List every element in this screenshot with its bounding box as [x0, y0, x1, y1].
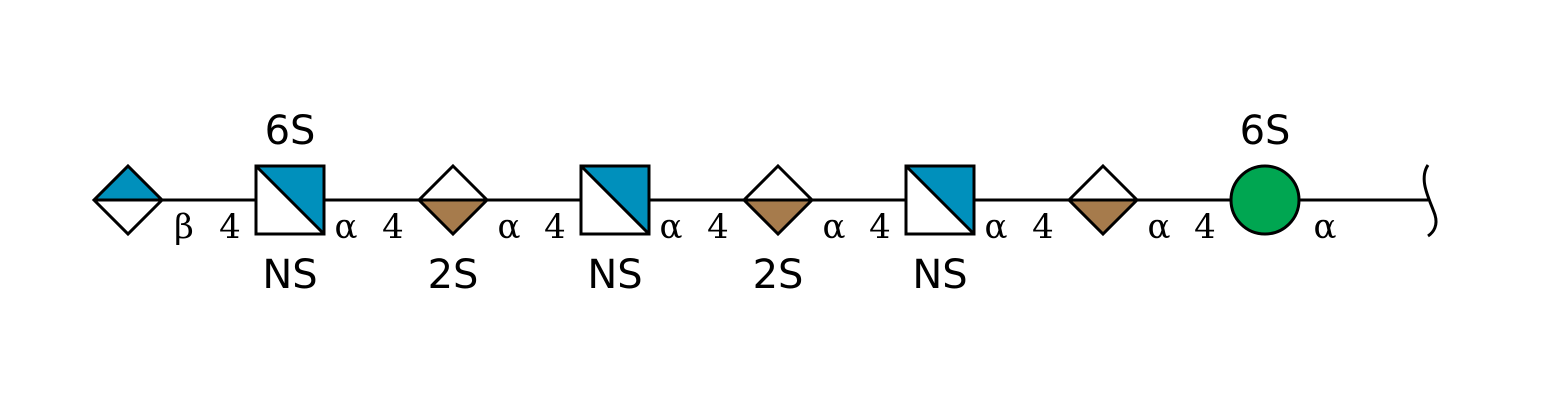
linkage-anomer: β	[174, 207, 194, 247]
residue-diamond-bottom-filled	[1066, 163, 1140, 237]
modification-label-below: 2S	[753, 252, 804, 298]
square-diagonal-line	[254, 164, 326, 236]
linkage-position: 4	[1032, 207, 1054, 247]
square-outline	[254, 164, 326, 236]
modification-label-below: NS	[912, 252, 967, 298]
linkage-anomer: α	[660, 207, 683, 247]
diamond-outline	[1066, 163, 1140, 237]
diamond-outline	[416, 163, 490, 237]
diamond-outline	[741, 163, 815, 237]
residue-square-diagonal	[579, 164, 651, 236]
diamond-fill	[419, 200, 487, 234]
modification-label-above: 6S	[265, 108, 316, 154]
residue-circle	[1229, 164, 1301, 236]
square-outline	[579, 164, 651, 236]
reducing-end-anomer: α	[1314, 207, 1337, 247]
residue-square-diagonal	[904, 164, 976, 236]
diamond-fill	[1069, 200, 1137, 234]
modification-label-below: NS	[262, 252, 317, 298]
linkage-anomer: α	[985, 207, 1008, 247]
modification-label-below: NS	[587, 252, 642, 298]
modification-label-above: 6S	[1240, 108, 1291, 154]
linkage-position: 4	[382, 207, 404, 247]
linkage-position: 4	[544, 207, 566, 247]
diamond-outline	[91, 163, 165, 237]
linkage-position: 4	[219, 207, 241, 247]
linkage-anomer: α	[1148, 207, 1171, 247]
residues-layer	[91, 163, 1301, 237]
linkage-position: 4	[707, 207, 729, 247]
square-diagonal-line	[904, 164, 976, 236]
diamond-fill	[744, 200, 812, 234]
square-diagonal-line	[579, 164, 651, 236]
linkage-anomer: α	[823, 207, 846, 247]
residue-square-diagonal	[254, 164, 326, 236]
circle-residue	[1229, 164, 1301, 236]
square-outline	[904, 164, 976, 236]
linkage-anomer: α	[498, 207, 521, 247]
residue-diamond-bottom-filled	[416, 163, 490, 237]
modification-label-below: 2S	[428, 252, 479, 298]
residue-diamond-bottom-filled	[741, 163, 815, 237]
diamond-fill	[94, 166, 162, 200]
linkage-position: 4	[869, 207, 891, 247]
linkage-anomer: α	[335, 207, 358, 247]
reducing-end-mark	[1422, 164, 1438, 238]
linkage-position: 4	[1194, 207, 1216, 247]
residue-diamond-top-filled	[91, 163, 165, 237]
